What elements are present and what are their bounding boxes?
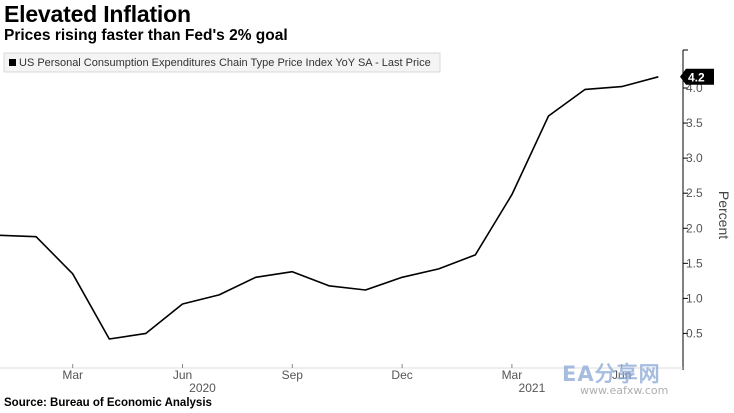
chart-title: Elevated Inflation [4, 1, 191, 27]
last-value-label: 4.2 [680, 68, 714, 85]
y-tick-label: 2.0 [686, 221, 703, 235]
series-line [0, 76, 659, 340]
legend-box [3, 52, 441, 73]
y-tick-label: 1.5 [686, 256, 703, 270]
legend-swatch [9, 59, 16, 66]
x-tick-label: Dec [391, 368, 412, 382]
watermark-logo: EA分享网 [562, 362, 661, 386]
x-year-label: 2020 [189, 381, 216, 395]
y-tick-label: 1.0 [686, 291, 703, 305]
chart-subtitle: Prices rising faster than Fed's 2% goal [4, 27, 288, 44]
watermark-url: www.eafxw.com [580, 384, 669, 397]
y-tick-label: 3.0 [686, 151, 703, 165]
legend-label: US Personal Consumption Expenditures Cha… [19, 57, 431, 69]
legend: US Personal Consumption Expenditures Cha… [3, 52, 441, 73]
x-tick-label: Mar [502, 368, 523, 382]
y-tick-label: 0.5 [686, 326, 703, 340]
x-tick-label: Jun [612, 368, 631, 382]
x-tick-label: Jun [173, 368, 192, 382]
source-note: Source: Bureau of Economic Analysis [4, 397, 212, 409]
y-axis-title: Percent [716, 191, 732, 239]
last-value-label-text: 4.2 [688, 70, 705, 84]
y-tick-label: 3.5 [686, 116, 703, 130]
y-tick-label: 2.5 [686, 186, 703, 200]
x-year-label: 2021 [519, 381, 546, 395]
x-tick-label: Mar [62, 368, 83, 382]
x-tick-label: Sep [282, 368, 304, 382]
last-value-label-bg [680, 68, 714, 85]
